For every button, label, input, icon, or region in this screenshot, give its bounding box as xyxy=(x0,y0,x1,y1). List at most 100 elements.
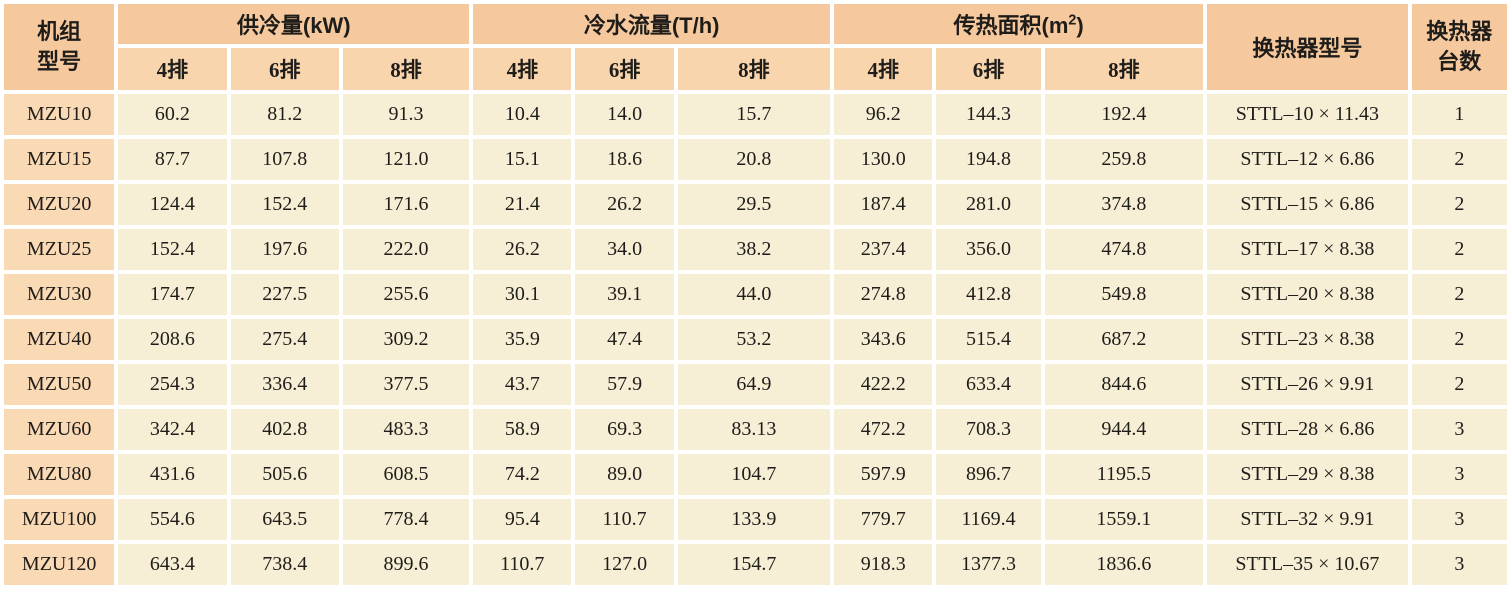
area-6row-cell: 633.4 xyxy=(936,364,1041,405)
area-8row-cell: 944.4 xyxy=(1044,409,1204,450)
area-8row-cell: 549.8 xyxy=(1044,274,1204,315)
cooling-6row-cell: 107.8 xyxy=(230,139,339,180)
area-6row-cell: 708.3 xyxy=(936,409,1041,450)
area-4row-cell: 472.2 xyxy=(834,409,933,450)
unit-model-cell: MZU120 xyxy=(4,544,115,585)
cooling-4row-cell: 174.7 xyxy=(118,274,227,315)
table-row: MZU60 342.4 402.8 483.3 58.9 69.3 83.13 … xyxy=(4,409,1507,450)
flow-8row-cell: 15.7 xyxy=(677,94,831,135)
cooling-8row-cell: 171.6 xyxy=(342,184,470,225)
area-6row-subheader: 6排 xyxy=(936,48,1041,90)
cooling-6row-cell: 197.6 xyxy=(230,229,339,270)
table-row: MZU40 208.6 275.4 309.2 35.9 47.4 53.2 3… xyxy=(4,319,1507,360)
cooling-8row-cell: 483.3 xyxy=(342,409,470,450)
exchanger-model-cell: STTL–28 × 6.86 xyxy=(1207,409,1408,450)
cooling-4row-subheader: 4排 xyxy=(118,48,227,90)
flow-6row-cell: 34.0 xyxy=(575,229,674,270)
cooling-4row-cell: 554.6 xyxy=(118,499,227,540)
flow-4row-cell: 58.9 xyxy=(473,409,572,450)
exchanger-count-cell: 3 xyxy=(1411,454,1507,495)
exchanger-count-cell: 2 xyxy=(1411,139,1507,180)
cooling-6row-cell: 152.4 xyxy=(230,184,339,225)
unit-model-cell: MZU15 xyxy=(4,139,115,180)
cooling-4row-cell: 254.3 xyxy=(118,364,227,405)
cooling-4row-cell: 124.4 xyxy=(118,184,227,225)
exchanger-count-header-line2: 台数 xyxy=(1437,49,1482,74)
area-6row-cell: 281.0 xyxy=(936,184,1041,225)
cooling-6row-cell: 505.6 xyxy=(230,454,339,495)
area-4row-subheader: 4排 xyxy=(834,48,933,90)
cooling-4row-cell: 152.4 xyxy=(118,229,227,270)
table-row: MZU10 60.2 81.2 91.3 10.4 14.0 15.7 96.2… xyxy=(4,94,1507,135)
area-6row-cell: 356.0 xyxy=(936,229,1041,270)
area-4row-cell: 130.0 xyxy=(834,139,933,180)
unit-model-cell: MZU10 xyxy=(4,94,115,135)
heat-transfer-area-label-prefix: 传热面积(m xyxy=(953,13,1069,38)
flow-4row-cell: 26.2 xyxy=(473,229,572,270)
table-header: 机组 型号 供冷量(kW) 冷水流量(T/h) 传热面积(m2) 换热器型号 换… xyxy=(4,4,1507,90)
cooling-8row-cell: 377.5 xyxy=(342,364,470,405)
flow-8row-cell: 154.7 xyxy=(677,544,831,585)
exchanger-model-cell: STTL–12 × 6.86 xyxy=(1207,139,1408,180)
cooling-4row-cell: 208.6 xyxy=(118,319,227,360)
unit-model-cell: MZU25 xyxy=(4,229,115,270)
exchanger-model-cell: STTL–29 × 8.38 xyxy=(1207,454,1408,495)
unit-model-header-line1: 机组 xyxy=(37,19,82,45)
flow-8row-cell: 133.9 xyxy=(677,499,831,540)
exchanger-model-cell: STTL–23 × 8.38 xyxy=(1207,319,1408,360)
cooling-6row-cell: 402.8 xyxy=(230,409,339,450)
flow-6row-cell: 39.1 xyxy=(575,274,674,315)
area-4row-cell: 343.6 xyxy=(834,319,933,360)
area-8row-subheader: 8排 xyxy=(1044,48,1204,90)
table-body: MZU10 60.2 81.2 91.3 10.4 14.0 15.7 96.2… xyxy=(4,94,1507,585)
cooling-8row-cell: 309.2 xyxy=(342,319,470,360)
exchanger-count-cell: 2 xyxy=(1411,184,1507,225)
cooling-6row-cell: 738.4 xyxy=(230,544,339,585)
table-row: MZU100 554.6 643.5 778.4 95.4 110.7 133.… xyxy=(4,499,1507,540)
exchanger-count-cell: 3 xyxy=(1411,544,1507,585)
cooling-4row-cell: 60.2 xyxy=(118,94,227,135)
area-8row-cell: 1559.1 xyxy=(1044,499,1204,540)
cooling-4row-cell: 643.4 xyxy=(118,544,227,585)
cooling-4row-cell: 431.6 xyxy=(118,454,227,495)
flow-4row-cell: 30.1 xyxy=(473,274,572,315)
exchanger-count-cell: 2 xyxy=(1411,364,1507,405)
unit-model-column-header: 机组 型号 xyxy=(4,4,115,90)
cooling-capacity-group-header: 供冷量(kW) xyxy=(118,4,470,44)
cooling-8row-cell: 899.6 xyxy=(342,544,470,585)
flow-6row-cell: 127.0 xyxy=(575,544,674,585)
area-4row-cell: 96.2 xyxy=(834,94,933,135)
cooling-6row-cell: 275.4 xyxy=(230,319,339,360)
flow-8row-cell: 44.0 xyxy=(677,274,831,315)
heat-transfer-area-group-header: 传热面积(m2) xyxy=(834,4,1204,44)
area-8row-cell: 844.6 xyxy=(1044,364,1204,405)
cooling-8row-cell: 778.4 xyxy=(342,499,470,540)
area-8row-cell: 474.8 xyxy=(1044,229,1204,270)
flow-4row-cell: 15.1 xyxy=(473,139,572,180)
cooling-6row-cell: 81.2 xyxy=(230,94,339,135)
cooling-6row-subheader: 6排 xyxy=(230,48,339,90)
area-4row-cell: 918.3 xyxy=(834,544,933,585)
heat-transfer-area-label-superscript: 2 xyxy=(1068,12,1077,29)
cooling-6row-cell: 643.5 xyxy=(230,499,339,540)
flow-6row-cell: 14.0 xyxy=(575,94,674,135)
flow-4row-cell: 21.4 xyxy=(473,184,572,225)
unit-model-cell: MZU80 xyxy=(4,454,115,495)
flow-8row-cell: 20.8 xyxy=(677,139,831,180)
area-8row-cell: 1836.6 xyxy=(1044,544,1204,585)
exchanger-model-cell: STTL–26 × 9.91 xyxy=(1207,364,1408,405)
area-6row-cell: 412.8 xyxy=(936,274,1041,315)
table-row: MZU25 152.4 197.6 222.0 26.2 34.0 38.2 2… xyxy=(4,229,1507,270)
cooling-8row-cell: 222.0 xyxy=(342,229,470,270)
flow-4row-cell: 10.4 xyxy=(473,94,572,135)
exchanger-count-column-header: 换热器 台数 xyxy=(1411,4,1507,90)
unit-model-cell: MZU30 xyxy=(4,274,115,315)
flow-6row-subheader: 6排 xyxy=(575,48,674,90)
cooling-4row-cell: 87.7 xyxy=(118,139,227,180)
flow-6row-cell: 110.7 xyxy=(575,499,674,540)
flow-6row-cell: 47.4 xyxy=(575,319,674,360)
flow-8row-cell: 29.5 xyxy=(677,184,831,225)
table-row: MZU15 87.7 107.8 121.0 15.1 18.6 20.8 13… xyxy=(4,139,1507,180)
flow-4row-cell: 43.7 xyxy=(473,364,572,405)
